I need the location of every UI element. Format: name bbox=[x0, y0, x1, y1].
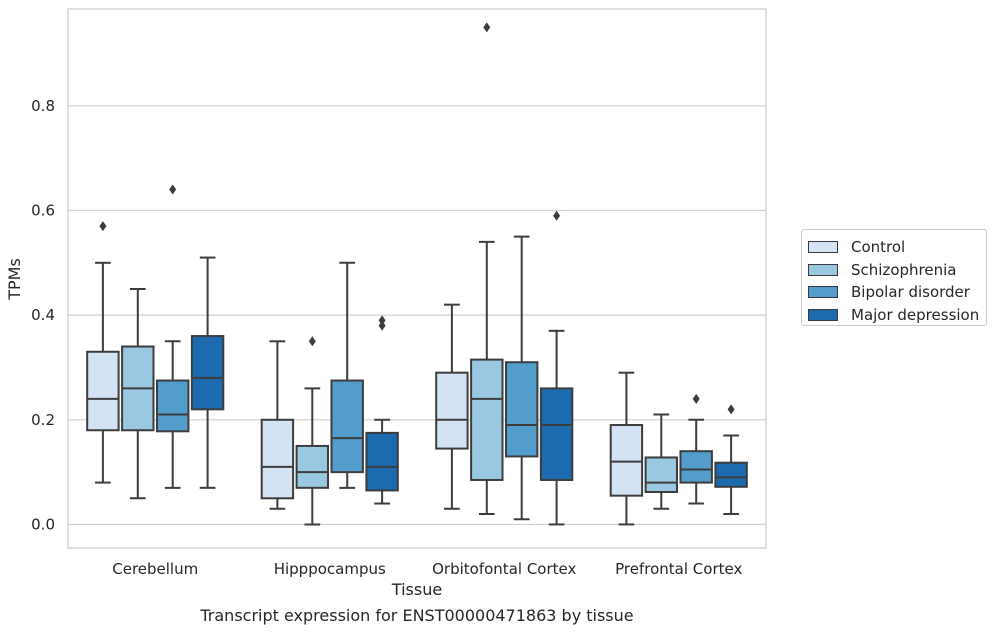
y-tick-label: 0.4 bbox=[31, 306, 55, 324]
legend: Control Schizophrenia Bipolar disorder Majo… bbox=[801, 229, 987, 326]
box-body bbox=[365, 431, 399, 492]
legend-item: Major depression bbox=[808, 304, 986, 327]
box-control bbox=[609, 371, 644, 526]
box-body bbox=[190, 335, 225, 411]
x-tick-label: Hipppocampus bbox=[274, 560, 386, 578]
x-axis-label: Tissue bbox=[391, 580, 442, 599]
box-schizophrenia bbox=[295, 336, 330, 526]
outlier-point bbox=[692, 393, 700, 404]
box-body bbox=[86, 350, 120, 432]
x-tick-label: Cerebellum bbox=[112, 560, 198, 578]
legend-item: Bipolar disorder bbox=[808, 281, 986, 304]
box-body bbox=[714, 461, 748, 488]
box-bipolar-disorder bbox=[155, 184, 190, 489]
x-tick-label: Prefrontal Cortex bbox=[615, 560, 742, 578]
box-control bbox=[260, 340, 295, 510]
x-tick-labels: Cerebellum Hipppocampus Orbitofontal Corte… bbox=[112, 560, 742, 578]
outlier-point bbox=[553, 210, 561, 221]
box-body bbox=[679, 450, 713, 484]
box-body bbox=[260, 418, 295, 500]
x-tick-label: Orbitofontal Cortex bbox=[432, 560, 576, 578]
outlier-point bbox=[483, 22, 491, 33]
box-body bbox=[539, 387, 574, 481]
y-tick-labels: 0.0 0.2 0.4 0.6 0.8 bbox=[31, 97, 55, 534]
legend-label: Major depression bbox=[851, 305, 980, 324]
y-tick-label: 0.8 bbox=[31, 97, 55, 115]
box-body bbox=[435, 371, 469, 450]
outlier-point bbox=[169, 184, 177, 195]
box-groups bbox=[86, 22, 748, 526]
legend-item: Schizophrenia bbox=[808, 259, 986, 282]
box-body bbox=[155, 379, 190, 433]
outlier-point bbox=[308, 336, 316, 347]
box-body bbox=[295, 444, 330, 489]
box-bipolar-disorder bbox=[504, 235, 539, 521]
legend-swatch bbox=[808, 241, 838, 254]
chart-caption: Transcript expression for ENST0000047186… bbox=[200, 606, 634, 625]
legend-label: Control bbox=[851, 238, 906, 257]
legend-swatch bbox=[808, 286, 838, 299]
plot-frame bbox=[67, 8, 767, 549]
box-major-depression bbox=[539, 210, 574, 526]
box-major-depression bbox=[190, 256, 225, 489]
legend-swatch bbox=[808, 263, 838, 276]
box-body bbox=[470, 358, 504, 481]
y-tick-label: 0.0 bbox=[31, 515, 55, 533]
box-schizophrenia bbox=[644, 413, 679, 510]
box-body bbox=[644, 456, 679, 494]
box-schizophrenia bbox=[121, 287, 155, 500]
box-major-depression bbox=[365, 315, 399, 505]
box-major-depression bbox=[714, 404, 748, 515]
legend-label: Schizophrenia bbox=[851, 260, 957, 279]
box-body bbox=[330, 379, 364, 474]
y-tick-label: 0.2 bbox=[31, 411, 55, 429]
box-bipolar-disorder bbox=[679, 393, 713, 505]
y-axis-label: TPMs bbox=[5, 258, 24, 301]
outlier-point bbox=[378, 320, 386, 331]
box-body bbox=[609, 424, 644, 497]
box-bipolar-disorder bbox=[330, 261, 364, 489]
legend-item: Control bbox=[808, 236, 986, 259]
box-schizophrenia bbox=[470, 22, 504, 515]
legend-label: Bipolar disorder bbox=[851, 283, 970, 302]
box-control bbox=[435, 303, 469, 510]
y-tick-label: 0.6 bbox=[31, 201, 55, 219]
outlier-point bbox=[727, 404, 735, 415]
legend-swatch bbox=[808, 308, 838, 321]
outlier-point bbox=[99, 221, 107, 232]
box-body bbox=[504, 361, 539, 458]
box-control bbox=[86, 221, 120, 484]
outlier-point bbox=[378, 315, 386, 326]
